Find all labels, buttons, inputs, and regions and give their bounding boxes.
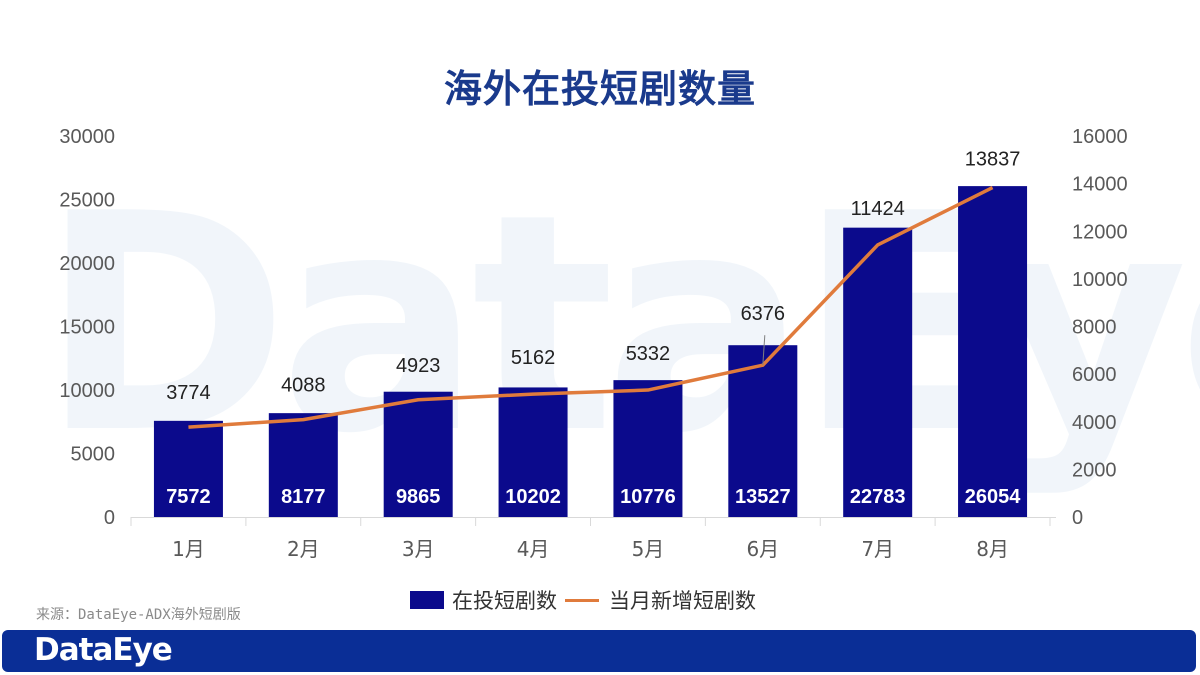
legend-bar-label: 在投短剧数 xyxy=(452,589,557,613)
right-axis-tick: 6000 xyxy=(1072,364,1117,386)
x-axis-category-label: 7月 xyxy=(861,537,894,561)
label-leader-line xyxy=(762,335,766,366)
line-value-label: 4088 xyxy=(281,375,326,397)
left-axis-tick: 0 xyxy=(104,507,115,529)
right-axis-tick: 2000 xyxy=(1072,459,1117,481)
bar-value-label: 10202 xyxy=(505,486,561,508)
left-axis-tick: 30000 xyxy=(59,126,115,148)
bar-value-label: 9865 xyxy=(396,486,441,508)
left-axis-tick: 25000 xyxy=(59,190,115,212)
legend-line-swatch xyxy=(565,598,599,602)
bar xyxy=(268,413,338,517)
left-axis-tick: 20000 xyxy=(59,253,115,275)
bar-value-label: 22783 xyxy=(850,486,906,508)
line-value-label: 13837 xyxy=(965,149,1021,171)
dataeye-logo: DataEye xyxy=(34,632,173,668)
legend-line-label: 当月新增短剧数 xyxy=(609,589,756,613)
line-value-label: 5162 xyxy=(511,347,556,369)
footer-bar: DataEye xyxy=(2,630,1196,672)
right-axis-tick: 16000 xyxy=(1072,126,1128,148)
new-dramas-line xyxy=(188,185,994,429)
bar-value-label: 7572 xyxy=(166,486,211,508)
x-axis-category-label: 4月 xyxy=(517,537,550,561)
legend-bar-swatch xyxy=(410,591,444,609)
x-axis-category-label: 3月 xyxy=(402,537,435,561)
left-axis-tick: 10000 xyxy=(59,380,115,402)
line-value-label: 11424 xyxy=(851,198,905,220)
x-axis-category-label: 8月 xyxy=(976,537,1009,561)
bar-value-label: 8177 xyxy=(281,486,326,508)
right-axis-tick: 12000 xyxy=(1072,221,1128,243)
left-axis-tick: 5000 xyxy=(71,444,116,466)
right-axis-tick: 8000 xyxy=(1072,317,1117,339)
x-axis-category-label: 6月 xyxy=(746,537,779,561)
bar xyxy=(613,380,683,517)
bar-value-label: 10776 xyxy=(620,486,676,508)
bar xyxy=(728,345,798,517)
bar-value-label: 26054 xyxy=(965,486,1021,508)
bar-value-label: 13527 xyxy=(735,486,791,508)
bar xyxy=(498,387,568,517)
right-axis-tick: 0 xyxy=(1072,507,1083,529)
x-axis-category-label: 1月 xyxy=(172,537,205,561)
chart-title: 海外在投短剧数量 xyxy=(443,67,756,111)
left-axis-tick: 15000 xyxy=(59,317,115,339)
x-axis-category-label: 2月 xyxy=(287,537,320,561)
bar xyxy=(958,186,1028,517)
line-value-label: 4923 xyxy=(396,355,441,377)
x-axis-category-label: 5月 xyxy=(632,537,665,561)
bar xyxy=(843,227,913,518)
right-axis-tick: 4000 xyxy=(1072,412,1117,434)
bar xyxy=(153,420,223,517)
legend: 在投短剧数 当月新增短剧数 xyxy=(410,585,756,615)
right-axis-tick: 10000 xyxy=(1072,269,1128,291)
bar xyxy=(383,391,453,517)
line-value-label: 5332 xyxy=(626,343,671,365)
source-note: 来源：DataEye-ADX海外短剧版 xyxy=(36,607,241,623)
line-value-label: 6376 xyxy=(741,303,786,325)
right-axis-tick: 14000 xyxy=(1072,174,1128,196)
line-value-label: 3774 xyxy=(166,382,211,404)
